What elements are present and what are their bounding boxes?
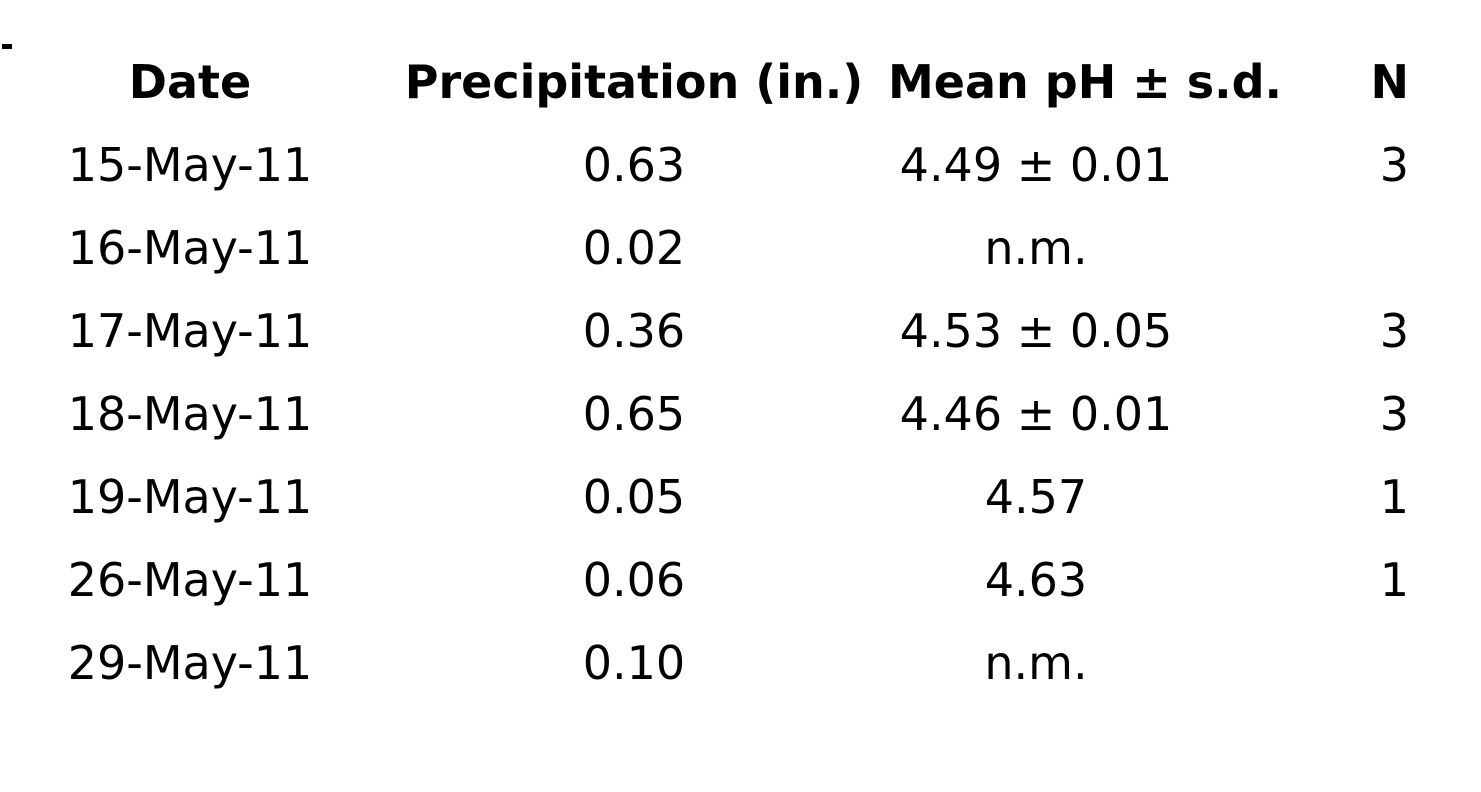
table-row: 29-May-11 0.10 n.m.	[0, 621, 1481, 704]
cell-mean-ph: 4.49 ± 0.01	[899, 137, 1173, 192]
cell-date: 18-May-11	[67, 386, 313, 441]
cell-date: 29-May-11	[67, 635, 313, 690]
cell-precipitation: 0.65	[582, 386, 686, 441]
cell-mean-ph: 4.57	[984, 469, 1088, 524]
header-date: Date	[128, 54, 252, 109]
table-row: 26-May-11 0.06 4.63 1	[0, 538, 1481, 621]
table-row: 19-May-11 0.05 4.57 1	[0, 455, 1481, 538]
cell-precipitation: 0.05	[582, 469, 686, 524]
cell-mean-ph: n.m.	[984, 220, 1088, 275]
precipitation-ph-table: Date Precipitation (in.) Mean pH ± s.d. …	[0, 40, 1481, 704]
cell-precipitation: 0.36	[582, 303, 686, 358]
cell-date: 15-May-11	[67, 137, 313, 192]
cell-precipitation: 0.02	[582, 220, 686, 275]
header-mean-ph: Mean pH ± s.d.	[888, 54, 1283, 109]
cell-n: 1	[1379, 552, 1409, 607]
header-n: N	[1370, 54, 1410, 109]
cell-date: 16-May-11	[67, 220, 313, 275]
cell-precipitation: 0.06	[582, 552, 686, 607]
table-row: 16-May-11 0.02 n.m.	[0, 206, 1481, 289]
corner-artifact-mark	[2, 44, 12, 49]
cell-n	[1184, 621, 1481, 704]
cell-mean-ph: 4.63	[984, 552, 1088, 607]
cell-mean-ph: 4.53 ± 0.05	[899, 303, 1173, 358]
table-row: 18-May-11 0.65 4.46 ± 0.01 3	[0, 372, 1481, 455]
cell-precipitation: 0.10	[582, 635, 686, 690]
cell-n: 3	[1379, 303, 1409, 358]
cell-precipitation: 0.63	[582, 137, 686, 192]
cell-mean-ph: 4.46 ± 0.01	[899, 386, 1173, 441]
table-header-row: Date Precipitation (in.) Mean pH ± s.d. …	[0, 40, 1481, 123]
cell-n	[1184, 206, 1481, 289]
cell-date: 17-May-11	[67, 303, 313, 358]
header-precipitation: Precipitation (in.)	[404, 54, 864, 109]
table-row: 17-May-11 0.36 4.53 ± 0.05 3	[0, 289, 1481, 372]
cell-date: 19-May-11	[67, 469, 313, 524]
cell-mean-ph: n.m.	[984, 635, 1088, 690]
table-row: 15-May-11 0.63 4.49 ± 0.01 3	[0, 123, 1481, 206]
cell-n: 3	[1379, 386, 1409, 441]
cell-n: 3	[1379, 137, 1409, 192]
cell-date: 26-May-11	[67, 552, 313, 607]
cell-n: 1	[1379, 469, 1409, 524]
